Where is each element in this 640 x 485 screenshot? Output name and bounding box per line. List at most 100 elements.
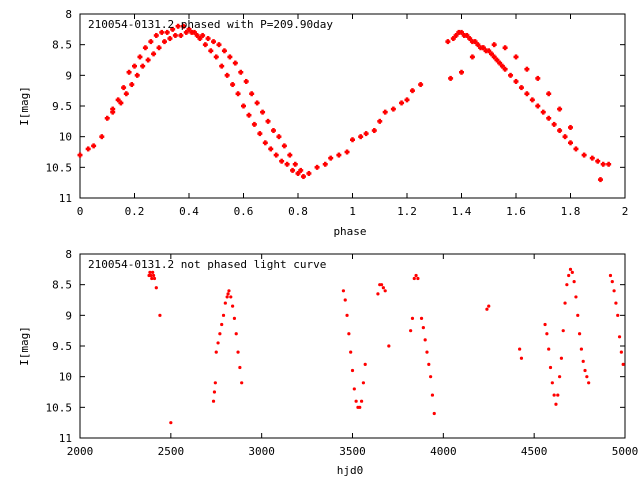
phased-data-point	[513, 78, 519, 84]
unphased-data-point	[409, 329, 413, 333]
phased-data-point	[137, 54, 143, 60]
phased-x-tick-label: 2	[622, 205, 629, 218]
phased-data-point	[197, 36, 203, 42]
phased-data-point	[246, 112, 252, 118]
phased-data-point	[464, 32, 470, 38]
unphased-data-point	[579, 347, 584, 351]
phased-data-point	[518, 85, 524, 91]
phased-data-point	[211, 39, 217, 45]
phased-data-point	[491, 54, 497, 60]
unphased-data-point	[608, 273, 613, 278]
phased-data-point	[118, 100, 124, 106]
phased-title: 210054-0131.2 phased with P=209.90day	[88, 18, 333, 31]
phased-data-point	[148, 39, 154, 45]
unphased-data-point	[550, 381, 554, 385]
unphased-x-tick-label: 5000	[612, 445, 639, 458]
phased-x-axis-label: phase	[333, 225, 366, 238]
phased-data-point	[221, 48, 227, 54]
unphased-data-point	[619, 350, 623, 354]
unphased-data-point	[545, 332, 549, 336]
phased-y-tick-label: 8	[65, 8, 72, 21]
phased-data-point	[230, 82, 236, 88]
unphased-x-tick-label: 3500	[339, 445, 366, 458]
unphased-data-point	[379, 283, 384, 287]
phased-data-point	[235, 91, 241, 97]
unphased-y-tick-label: 11	[59, 432, 72, 445]
phased-data-point	[153, 32, 159, 38]
phased-data-point	[126, 69, 132, 75]
phased-data-point	[99, 134, 105, 140]
phased-data-point	[216, 42, 222, 48]
phased-data-point	[145, 57, 151, 63]
phased-y-axis-label: I[mag]	[18, 86, 31, 126]
unphased-data-point	[577, 332, 582, 336]
unphased-data-point	[617, 335, 622, 339]
phased-data-point	[257, 131, 263, 137]
phased-data-point	[418, 82, 424, 88]
phased-data-point	[508, 72, 514, 78]
phased-data-point	[546, 91, 552, 97]
unphased-data-point	[341, 289, 346, 293]
unphased-x-tick-label: 4000	[430, 445, 457, 458]
phased-x-tick-label: 0.2	[125, 205, 145, 218]
phased-data-point	[161, 39, 167, 45]
phased-data-point	[200, 32, 206, 38]
phased-data-point	[260, 109, 266, 115]
unphased-data-point	[231, 304, 235, 308]
unphased-data-point	[154, 286, 158, 290]
unphased-title: 210054-0131.2 not phased light curve	[88, 258, 326, 271]
phased-data-point	[77, 152, 83, 158]
phased-panel: 0 0.2 0.4 0.6 0.8 1 1.2 1.4 1.6 1.8 2 8 8.5 9 9.5 10 10.…	[18, 8, 628, 238]
phased-data-point	[140, 63, 146, 69]
phased-data-point	[568, 124, 573, 130]
phased-data-point	[546, 115, 552, 121]
unphased-data-point	[236, 350, 240, 354]
phased-data-point	[262, 140, 268, 146]
phased-data-point	[445, 39, 451, 45]
phased-data-point	[194, 32, 200, 38]
unphased-data-point	[561, 329, 565, 333]
unphased-y-tick-label: 10	[59, 371, 72, 384]
unphased-tick-labels: 2000 2500 3000 3500 4000 4500 5000 8 8.5 9 9.5 10 10…	[46, 248, 639, 458]
unphased-data-point	[359, 399, 364, 403]
unphased-data-point	[581, 359, 585, 363]
unphased-data-point	[412, 276, 416, 281]
phased-tick-labels: 0 0.2 0.4 0.6 0.8 1 1.2 1.4 1.6 1.8 2 8 8.5 9 9.5 10 10.…	[46, 8, 629, 218]
phased-x-tick-label: 1.2	[397, 205, 417, 218]
phased-data-point	[322, 161, 328, 167]
unphased-data-point	[214, 350, 218, 354]
unphased-data-point	[485, 307, 489, 311]
phased-x-tick-label: 0.4	[179, 205, 199, 218]
phased-data-point	[85, 146, 91, 152]
unphased-x-tick-label: 2000	[67, 445, 94, 458]
phased-data-point	[202, 42, 208, 48]
phased-data-point	[290, 167, 296, 173]
unphased-data-point	[376, 292, 380, 296]
phased-data-point	[172, 32, 178, 38]
unphased-data-point	[567, 273, 571, 278]
phased-data-point	[344, 149, 350, 155]
unphased-data-point	[547, 347, 551, 351]
phased-data-point	[529, 97, 535, 103]
phased-data-point	[295, 170, 301, 176]
phased-data-point	[219, 63, 225, 69]
unphased-data-point	[559, 356, 564, 360]
phased-data-point	[557, 106, 563, 112]
unphased-x-tick-label: 2500	[158, 445, 185, 458]
phased-y-tick-label: 10.5	[46, 161, 73, 174]
phased-x-tick-label: 1	[349, 205, 356, 218]
unphased-ticks	[79, 253, 626, 439]
phased-data-point	[208, 48, 214, 54]
phased-data-point	[123, 91, 129, 97]
phased-data-point	[595, 158, 601, 164]
unphased-data-point	[568, 267, 573, 271]
phased-data-point	[581, 152, 587, 158]
unphased-data-point	[361, 381, 365, 385]
unphased-data-point	[381, 286, 385, 290]
unphased-data-point	[216, 341, 220, 345]
phased-data-point	[292, 161, 298, 167]
phased-y-tick-label: 11	[59, 192, 72, 205]
unphased-data-point	[558, 375, 562, 379]
unphased-data-point	[552, 393, 556, 397]
